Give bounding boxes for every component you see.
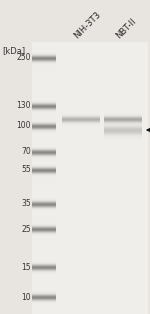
Text: 100: 100	[16, 122, 31, 131]
Text: [kDa]: [kDa]	[2, 46, 25, 55]
Text: 250: 250	[16, 53, 31, 62]
Text: 15: 15	[21, 263, 31, 272]
Text: NBT-II: NBT-II	[115, 16, 138, 40]
Text: 55: 55	[21, 165, 31, 175]
Text: 130: 130	[16, 101, 31, 111]
Text: 10: 10	[21, 293, 31, 301]
Text: 70: 70	[21, 148, 31, 156]
Text: NIH-3T3: NIH-3T3	[73, 10, 103, 40]
Text: 25: 25	[21, 225, 31, 234]
Text: 35: 35	[21, 199, 31, 208]
